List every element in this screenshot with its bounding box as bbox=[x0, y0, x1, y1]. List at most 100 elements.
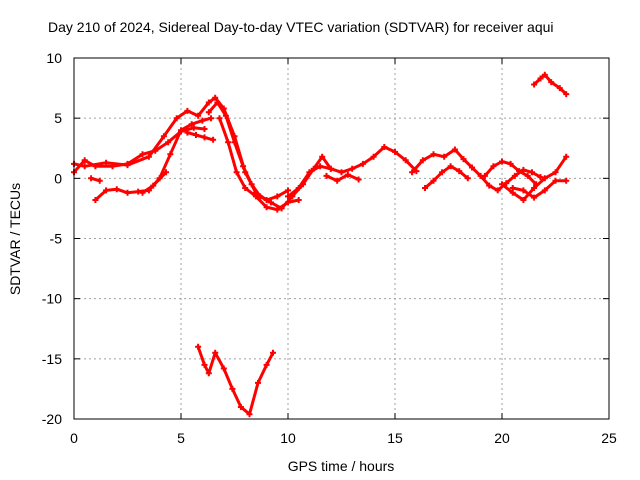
plot-frame bbox=[73, 57, 610, 420]
data-point bbox=[210, 136, 217, 143]
data-point bbox=[152, 147, 159, 154]
data-point bbox=[563, 91, 570, 98]
data-point bbox=[220, 365, 227, 372]
data-point bbox=[481, 172, 488, 179]
x-axis-label: GPS time / hours bbox=[288, 458, 395, 474]
data-point bbox=[255, 379, 261, 386]
data-point bbox=[195, 112, 202, 119]
data-point bbox=[124, 189, 131, 196]
data-point bbox=[167, 151, 174, 158]
data-point bbox=[381, 144, 388, 150]
data-point bbox=[469, 164, 475, 171]
data-point bbox=[109, 163, 116, 170]
data-point bbox=[237, 404, 244, 410]
data-point bbox=[359, 160, 366, 167]
data-point bbox=[529, 169, 535, 176]
data-point bbox=[344, 171, 351, 178]
data-point bbox=[499, 181, 505, 188]
data-point bbox=[355, 176, 362, 183]
data-point bbox=[563, 177, 570, 184]
data-point bbox=[270, 349, 276, 356]
y-tick-label: 0 bbox=[54, 170, 62, 186]
data-point bbox=[160, 133, 167, 140]
data-point bbox=[139, 189, 146, 196]
y-tick-label: -5 bbox=[50, 231, 63, 247]
data-point bbox=[201, 361, 208, 368]
data-point bbox=[96, 177, 103, 184]
data-point bbox=[205, 99, 212, 106]
series-line-track-p bbox=[196, 345, 275, 416]
data-point bbox=[327, 165, 334, 172]
data-point bbox=[150, 182, 157, 189]
data-point bbox=[541, 187, 548, 194]
y-tick-label: -10 bbox=[42, 291, 62, 307]
data-point bbox=[188, 121, 195, 128]
data-point bbox=[285, 187, 291, 194]
series-layer bbox=[71, 71, 570, 418]
data-point bbox=[285, 193, 291, 200]
y-tick-label: 10 bbox=[46, 50, 62, 66]
data-point bbox=[242, 185, 249, 191]
ticks-layer: 0 5 10 15 20 25 10 5 0 -5 -10 -15 -20 bbox=[42, 50, 617, 446]
x-tick-label: 5 bbox=[177, 430, 185, 446]
data-point bbox=[460, 156, 467, 163]
series-line-track-l bbox=[423, 164, 470, 190]
data-point bbox=[195, 343, 202, 350]
data-point bbox=[370, 153, 377, 160]
series-line-track-c bbox=[185, 131, 215, 142]
data-point bbox=[338, 169, 345, 176]
data-point bbox=[184, 129, 191, 136]
data-point bbox=[486, 182, 493, 189]
data-point bbox=[163, 169, 169, 176]
x-tick-label: 10 bbox=[280, 430, 296, 446]
data-point bbox=[216, 115, 223, 122]
data-point bbox=[222, 112, 229, 119]
data-point bbox=[541, 71, 548, 78]
data-point bbox=[184, 107, 191, 114]
data-point bbox=[447, 163, 454, 170]
data-point bbox=[193, 132, 199, 138]
data-point bbox=[205, 109, 212, 116]
data-point bbox=[201, 126, 208, 132]
data-point bbox=[233, 169, 240, 176]
data-point bbox=[439, 169, 446, 176]
data-point bbox=[190, 124, 197, 131]
data-point bbox=[552, 177, 559, 184]
data-point bbox=[430, 151, 437, 158]
data-point bbox=[520, 197, 527, 203]
data-point bbox=[178, 127, 184, 134]
data-point bbox=[531, 185, 538, 191]
data-point bbox=[520, 187, 527, 194]
data-point bbox=[516, 168, 523, 175]
data-point bbox=[201, 134, 208, 141]
data-point bbox=[274, 193, 281, 200]
data-point bbox=[145, 153, 152, 160]
data-point bbox=[88, 175, 95, 182]
data-point bbox=[430, 177, 437, 184]
data-point bbox=[81, 163, 88, 170]
data-point bbox=[541, 175, 548, 182]
data-point bbox=[334, 177, 341, 184]
data-point bbox=[317, 163, 324, 170]
y-axis-label: SDTVAR / TECUs bbox=[7, 183, 23, 295]
data-point bbox=[402, 157, 409, 164]
x-tick-label: 15 bbox=[387, 430, 403, 446]
data-point bbox=[113, 186, 120, 193]
data-point bbox=[240, 163, 247, 170]
data-point bbox=[507, 160, 514, 167]
x-tick-label: 20 bbox=[494, 430, 510, 446]
data-point bbox=[295, 185, 302, 191]
data-point bbox=[214, 99, 221, 106]
data-point bbox=[531, 194, 538, 201]
y-tick-label: -20 bbox=[42, 411, 62, 427]
data-point bbox=[323, 172, 330, 179]
data-point bbox=[81, 157, 88, 164]
data-point bbox=[295, 197, 302, 203]
data-point bbox=[552, 169, 559, 176]
x-tick-label: 0 bbox=[70, 430, 78, 446]
data-point bbox=[225, 139, 232, 146]
data-point bbox=[285, 199, 291, 206]
data-point bbox=[499, 158, 505, 165]
y-tick-label: -15 bbox=[42, 351, 62, 367]
data-point bbox=[490, 163, 497, 170]
